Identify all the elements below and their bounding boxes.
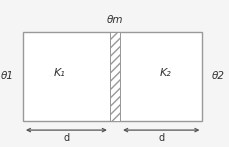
Text: θ1: θ1 [0, 71, 13, 81]
Text: d: d [63, 133, 69, 143]
Text: θm: θm [106, 15, 123, 25]
Bar [23, 32, 202, 121]
Bar [109, 32, 120, 121]
Text: K₂: K₂ [159, 69, 171, 78]
Text: d: d [158, 133, 164, 143]
Text: θ2: θ2 [211, 71, 224, 81]
Text: K₁: K₁ [53, 69, 65, 78]
